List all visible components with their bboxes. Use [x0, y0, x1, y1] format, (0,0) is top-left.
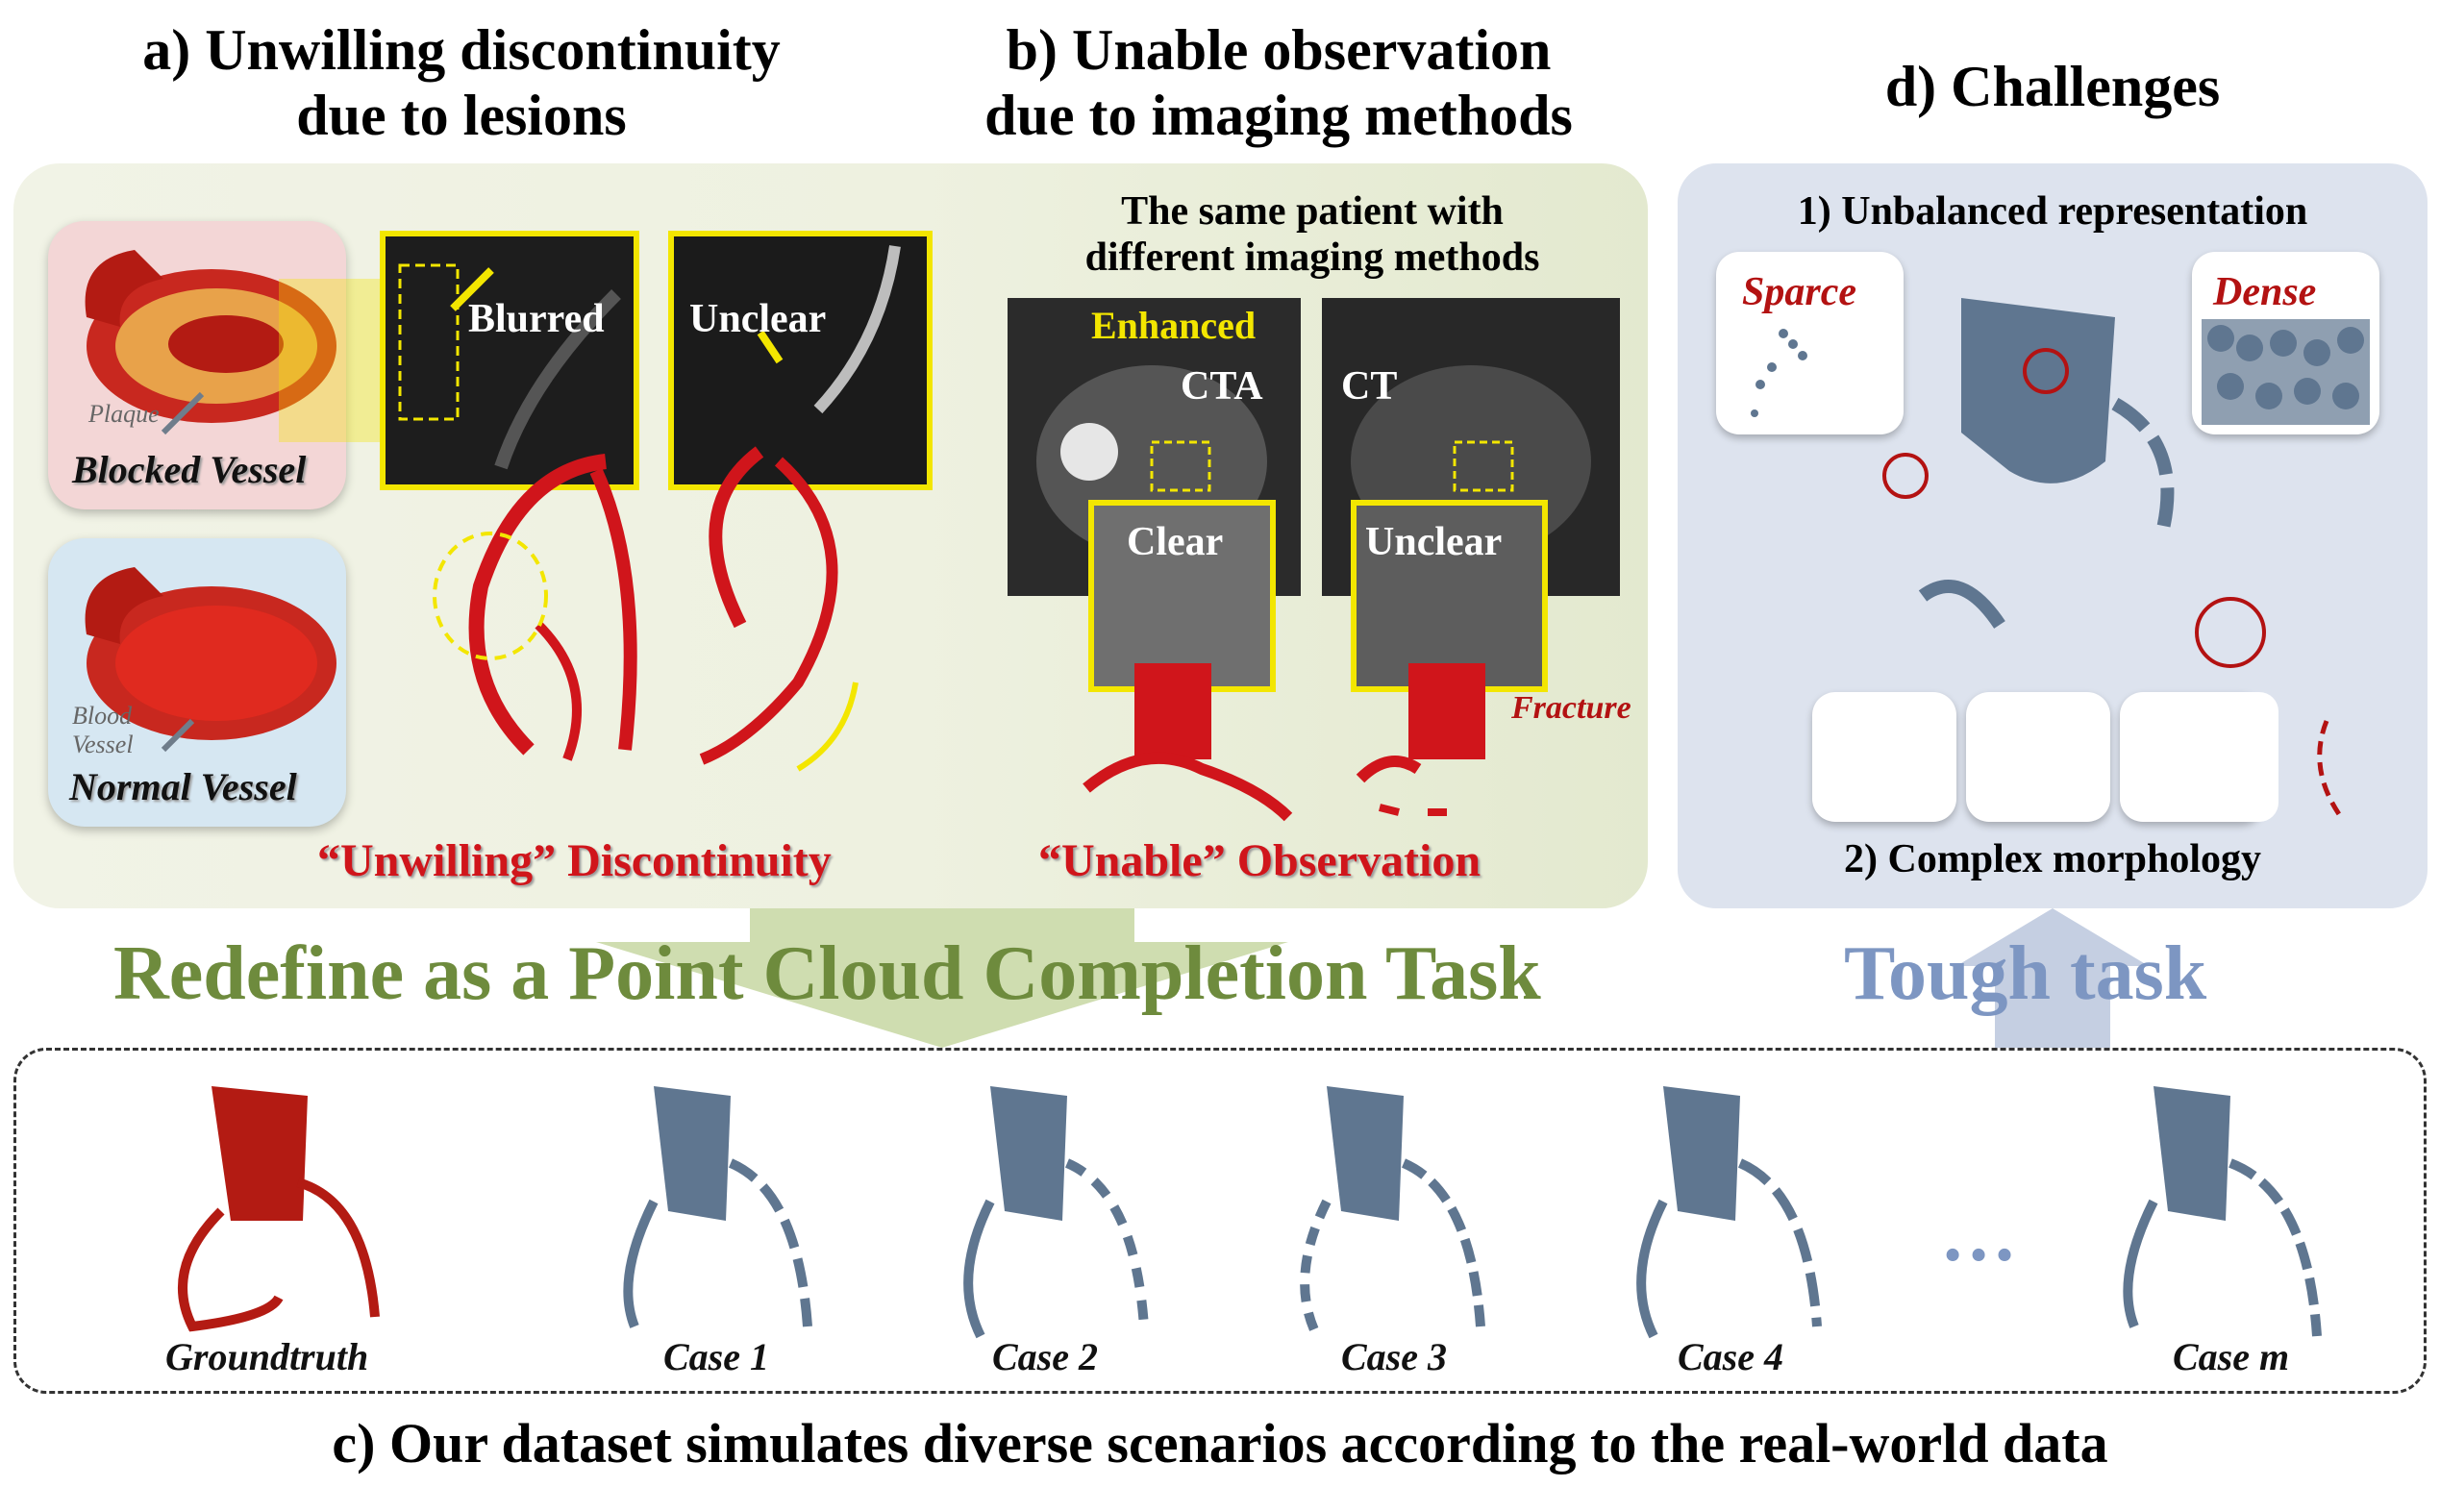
unclear-ct-crop-a	[668, 231, 933, 490]
plaque-label: Plaque	[88, 400, 160, 428]
normal-vessel-illustration	[85, 567, 336, 753]
cta-label: CTA	[1181, 364, 1263, 409]
blocked-vessel-label: Blocked Vessel	[72, 448, 307, 491]
heart-ct	[1356, 663, 1485, 816]
blocked-vessel-card	[48, 221, 346, 509]
unwilling-caption-word: Discontinuity	[567, 835, 832, 886]
normal-vessel-card	[48, 538, 346, 827]
title-a-line2: due to lesions	[296, 84, 627, 147]
fracture-label: Fracture	[1511, 690, 1631, 726]
blood-vessel-label-line1: Blood	[72, 702, 133, 730]
heart-cta	[1083, 663, 1293, 822]
groundtruth-model	[178, 1086, 380, 1332]
dataset-box	[13, 1048, 2427, 1394]
groundtruth-label: Groundtruth	[165, 1335, 369, 1378]
unclear-ct-texture	[674, 236, 927, 484]
case4-model	[1636, 1086, 1822, 1339]
unwilling-caption-quote: “Unwilling”	[317, 835, 557, 886]
vessel-tree-a-left	[433, 454, 637, 761]
unbalanced-label: 1) Unbalanced representation	[1797, 189, 2308, 234]
sparce-card	[1716, 252, 1904, 434]
unable-caption-quote: “Unable”	[1038, 835, 1226, 886]
panel-b-header-line1: The same patient with	[1121, 189, 1504, 234]
blurred-label: Blurred	[468, 297, 605, 341]
title-b: b) Unable observation due to imaging met…	[865, 17, 1692, 148]
down-arrow	[596, 908, 1288, 1048]
redefine-label: Redefine as a Point Cloud Completion Tas…	[113, 931, 1541, 1016]
casem-label: Case m	[2173, 1335, 2290, 1378]
case1-label: Case 1	[663, 1335, 769, 1378]
vessel-tree-a-right	[699, 446, 859, 772]
morphology-crop-2	[1966, 692, 2110, 822]
dense-label: Dense	[2213, 270, 2317, 314]
tough-task-label: Tough task	[1844, 931, 2207, 1016]
complex-label: 2) Complex morphology	[1844, 837, 2261, 881]
morphology-crop-1	[1812, 692, 1956, 822]
title-c: c) Our dataset simulates diverse scenari…	[332, 1412, 2108, 1475]
unwilling-caption: “Unwilling” Discontinuity	[317, 834, 832, 887]
clear-label: Clear	[1127, 520, 1224, 564]
normal-vessel-label: Normal Vessel	[69, 765, 297, 808]
dense-points	[2202, 319, 2370, 425]
panel-b-header-line2: different imaging methods	[1084, 235, 1540, 280]
ellipsis: …	[1940, 1193, 2017, 1277]
point-cloud-heart-d	[1882, 298, 2266, 668]
case4-label: Case 4	[1678, 1335, 1783, 1378]
case3-model	[1300, 1086, 1485, 1339]
unclear-label-b: Unclear	[1365, 520, 1503, 564]
title-b-line2: due to imaging methods	[984, 84, 1573, 147]
casem-model	[2123, 1086, 2322, 1337]
highlight-connector	[279, 279, 385, 442]
sparce-label: Sparce	[1742, 270, 1856, 314]
case1-model	[623, 1086, 812, 1328]
case2-label: Case 2	[992, 1335, 1098, 1378]
enhanced-label: Enhanced	[1091, 304, 1257, 347]
title-a-line1: a) Unwilling discontinuity	[142, 18, 781, 82]
blood-vessel-label-line2: Vessel	[72, 731, 134, 758]
unable-caption-word: Observation	[1236, 835, 1481, 886]
morphology-crop-4-and-arrow	[2173, 692, 2344, 822]
title-a: a) Unwilling discontinuity due to lesion…	[38, 17, 884, 148]
up-arrow	[1956, 908, 2149, 1048]
unable-caption: “Unable” Observation	[1038, 834, 1481, 887]
case3-label: Case 3	[1341, 1335, 1447, 1378]
blocked-vessel-illustration	[85, 250, 336, 435]
title-b-line1: b) Unable observation	[1006, 18, 1552, 82]
blurred-ct-crop	[380, 231, 639, 490]
sparce-points	[1751, 329, 1807, 417]
blurred-ct-texture	[386, 236, 634, 484]
unclear-label-a: Unclear	[689, 297, 827, 341]
panel-b-header: The same patient with different imaging …	[995, 188, 1630, 281]
title-d: d) Challenges	[1884, 55, 2221, 118]
dense-card	[2192, 252, 2379, 434]
ct-label: CT	[1341, 364, 1398, 409]
blood-vessel-label: Blood Vessel	[72, 702, 134, 759]
case2-model	[963, 1086, 1149, 1339]
